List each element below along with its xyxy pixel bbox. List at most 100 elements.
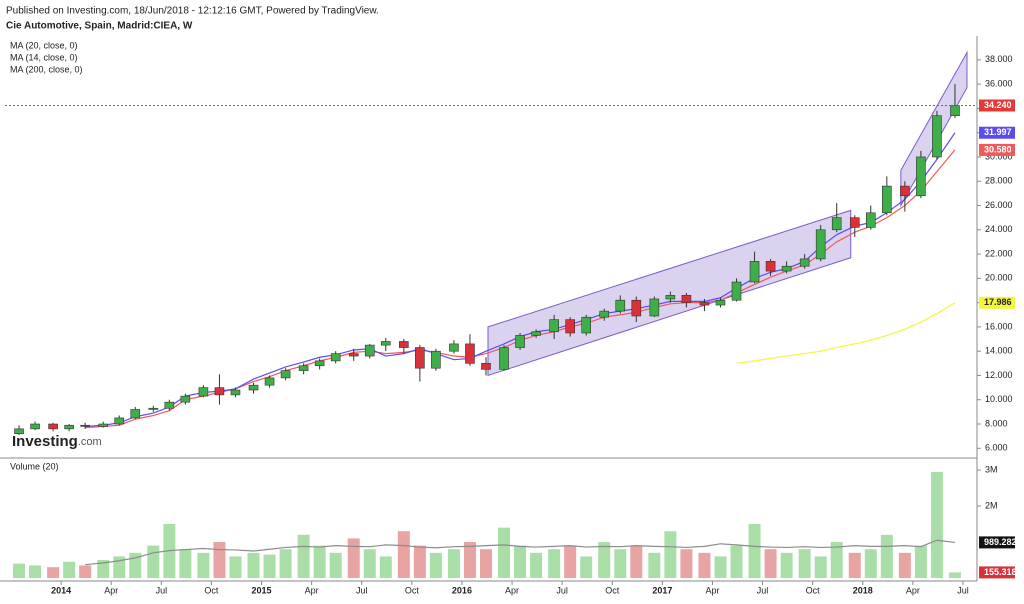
candle-body <box>148 407 159 410</box>
ma-last-label: 30.580 <box>984 144 1012 154</box>
y-tick-label: 28.000 <box>985 176 1013 186</box>
x-tick-label: Apr <box>305 585 319 595</box>
candle-body <box>30 423 40 430</box>
volume-bar <box>79 565 92 578</box>
candle-body <box>531 331 541 336</box>
candle-body <box>581 316 591 334</box>
volume-bar <box>664 531 677 578</box>
candle-body <box>14 428 24 435</box>
volume-bar <box>247 552 260 578</box>
volume-bar <box>498 527 511 578</box>
volume-bar <box>313 545 326 578</box>
x-tick-label: Oct <box>405 585 420 595</box>
x-tick-label: Jul <box>356 585 368 595</box>
candle-body <box>264 377 275 386</box>
candle-body <box>715 299 726 306</box>
candle-body <box>280 370 291 379</box>
y-tick-label: 38.000 <box>985 54 1013 64</box>
candle-body <box>765 261 776 272</box>
candle-body <box>465 343 475 364</box>
volume-bar <box>848 552 861 578</box>
volume-bar <box>698 552 711 578</box>
candle-body <box>380 341 391 346</box>
candle-body <box>900 185 910 197</box>
candle-body <box>330 353 341 362</box>
candle-body <box>248 384 259 391</box>
volume-bar <box>814 556 827 578</box>
candle-body <box>865 212 876 228</box>
candle-body <box>815 229 826 260</box>
volume-bar <box>179 549 192 578</box>
volume-bar <box>347 538 360 578</box>
volume-bar <box>748 524 761 578</box>
volume-bar <box>864 549 877 578</box>
ma-last-label: 17.986 <box>984 297 1012 307</box>
y-tick-label: 20.000 <box>985 273 1013 283</box>
volume-ma-last-label: 989.282K <box>984 537 1024 547</box>
volume-bar <box>914 545 927 578</box>
candle-body <box>98 423 109 427</box>
volume-bar <box>47 567 60 578</box>
volume-bar <box>13 563 26 578</box>
y-tick-label: 10.000 <box>985 394 1013 404</box>
logo-name: Investing <box>12 433 78 450</box>
x-tick-label: Apr <box>705 585 719 595</box>
volume-bar <box>363 549 376 578</box>
volume-bar <box>830 542 843 578</box>
x-tick-label: 2017 <box>652 585 672 595</box>
volume-bar <box>648 552 661 578</box>
candle-body <box>631 299 642 317</box>
x-tick-label: Oct <box>806 585 821 595</box>
y-tick-label: 26.000 <box>985 200 1013 210</box>
x-tick-label: 2016 <box>452 585 472 595</box>
volume-bar <box>580 556 593 578</box>
symbol-title: Cie Automotive, Spain, Madrid:CIEA, W <box>6 21 193 32</box>
x-tick-label: 2018 <box>853 585 873 595</box>
candle-body <box>198 387 209 397</box>
ma-last-label-box <box>979 126 1015 139</box>
candle-body <box>932 115 942 158</box>
candle-body <box>831 217 842 231</box>
candle-body <box>348 353 359 357</box>
candle-body <box>80 424 90 427</box>
candle-body <box>515 335 525 348</box>
candle-body <box>431 350 441 369</box>
volume-ma-last-label-box <box>979 536 1015 549</box>
x-tick-label: Jul <box>757 585 769 595</box>
volume-bar <box>479 549 492 578</box>
candle-body <box>64 424 74 430</box>
volume-bar <box>598 542 611 578</box>
legend-entry: MA (14, close, 0) <box>10 52 78 62</box>
last-price-label-box <box>979 99 1015 112</box>
volume-bar <box>113 556 126 578</box>
candle-body <box>699 302 710 306</box>
y-tick-label: 12.000 <box>985 370 1013 380</box>
volume-bar <box>764 549 777 578</box>
published-note: Published on Investing.com, 18/Jun/2018 … <box>6 6 379 17</box>
candle-body <box>399 341 409 348</box>
volume-bar <box>548 549 561 578</box>
x-tick-label: 2015 <box>252 585 272 595</box>
candle-body <box>314 360 325 367</box>
volume-bar <box>329 552 342 578</box>
candle-body <box>230 389 241 396</box>
volume-bar <box>297 534 310 578</box>
ma-last-label-box <box>979 143 1015 156</box>
volume-bar <box>413 545 426 578</box>
volume-tick-label: 3M <box>985 464 998 474</box>
volume-bar <box>379 556 392 578</box>
x-tick-label: Apr <box>906 585 920 595</box>
x-tick-label: Apr <box>505 585 519 595</box>
volume-bar <box>780 552 793 578</box>
candle-body <box>749 261 760 283</box>
volume-bar <box>397 531 410 578</box>
volume-bar <box>630 545 643 578</box>
y-tick-label: 6.000 <box>985 443 1008 453</box>
volume-ma-line <box>85 539 956 566</box>
candle-body <box>499 347 509 370</box>
y-tick-label: 36.000 <box>985 79 1013 89</box>
last-price-label: 34.240 <box>984 100 1012 110</box>
volume-bar <box>279 549 292 578</box>
